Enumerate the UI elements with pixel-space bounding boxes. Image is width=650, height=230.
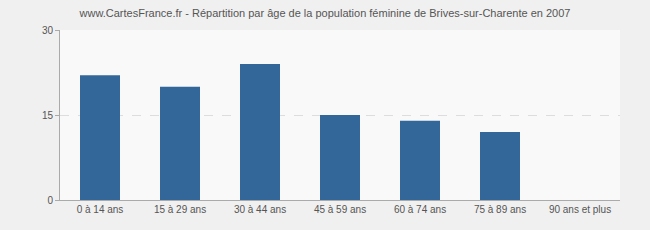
svg-text:30 à 44 ans: 30 à 44 ans bbox=[234, 204, 286, 215]
svg-text:0 à 14 ans: 0 à 14 ans bbox=[77, 204, 124, 215]
svg-text:www.CartesFrance.fr - Répartit: www.CartesFrance.fr - Répartition par âg… bbox=[79, 7, 571, 19]
svg-text:75 à 89 ans: 75 à 89 ans bbox=[474, 204, 526, 215]
svg-text:45 à 59 ans: 45 à 59 ans bbox=[314, 204, 366, 215]
svg-text:15: 15 bbox=[42, 110, 54, 121]
svg-text:15 à 29 ans: 15 à 29 ans bbox=[154, 204, 206, 215]
svg-text:30: 30 bbox=[42, 25, 54, 36]
svg-text:90 ans et plus: 90 ans et plus bbox=[549, 204, 611, 215]
svg-text:60 à 74 ans: 60 à 74 ans bbox=[394, 204, 446, 215]
svg-text:0: 0 bbox=[47, 195, 53, 206]
